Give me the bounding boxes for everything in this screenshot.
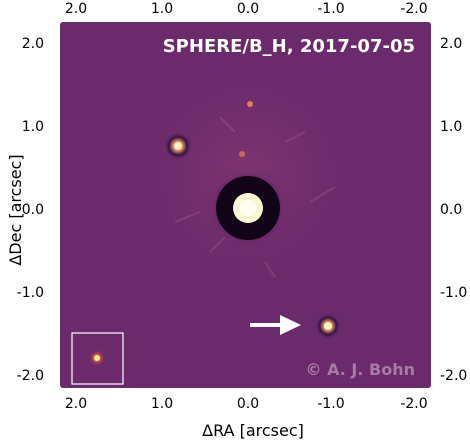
faint-source-middle (239, 151, 245, 157)
left-y-tick: 2.0 (21, 36, 44, 52)
top-x-tick: -2.0 (400, 1, 428, 17)
coronagraph-image: SPHERE/B_H, 2017-07-05 © A. J. Bohn (60, 22, 431, 388)
companion-source-upper-left-core (174, 142, 182, 150)
left-y-tick: 0.0 (21, 202, 44, 218)
right-y-tick: 1.0 (440, 119, 463, 135)
top-x-tick: 0.0 (236, 1, 260, 17)
central-star-core (240, 200, 256, 216)
inset-source-core (94, 355, 100, 361)
left-y-tick: -1.0 (16, 285, 44, 301)
image-title: SPHERE/B_H, 2017-07-05 (163, 36, 415, 57)
x-axis-label: ΔRA [arcsec] (202, 421, 304, 440)
top-x-tick: 1.0 (150, 1, 174, 17)
bottom-x-tick: 2.0 (64, 396, 88, 412)
top-x-tick: 2.0 (64, 1, 88, 17)
faint-source-top (247, 101, 253, 107)
right-y-tick: -2.0 (440, 368, 468, 384)
y-axis-label: ΔDec [arcsec] (6, 154, 25, 266)
zoom-inset (71, 332, 124, 385)
bottom-x-tick: -1.0 (317, 396, 345, 412)
left-y-tick: -2.0 (16, 368, 44, 384)
companion-source-lower-right-core (324, 322, 332, 330)
right-y-tick: 2.0 (440, 36, 463, 52)
bottom-x-tick: 1.0 (150, 396, 174, 412)
right-y-tick: 0.0 (440, 202, 463, 218)
left-y-tick: 1.0 (21, 119, 44, 135)
bottom-x-tick: 0.0 (236, 396, 260, 412)
arrow-annotation (250, 315, 301, 335)
credit-watermark: © A. J. Bohn (306, 360, 415, 379)
top-x-tick: -1.0 (317, 1, 345, 17)
bottom-x-tick: -2.0 (400, 396, 428, 412)
right-y-tick: -1.0 (440, 285, 468, 301)
